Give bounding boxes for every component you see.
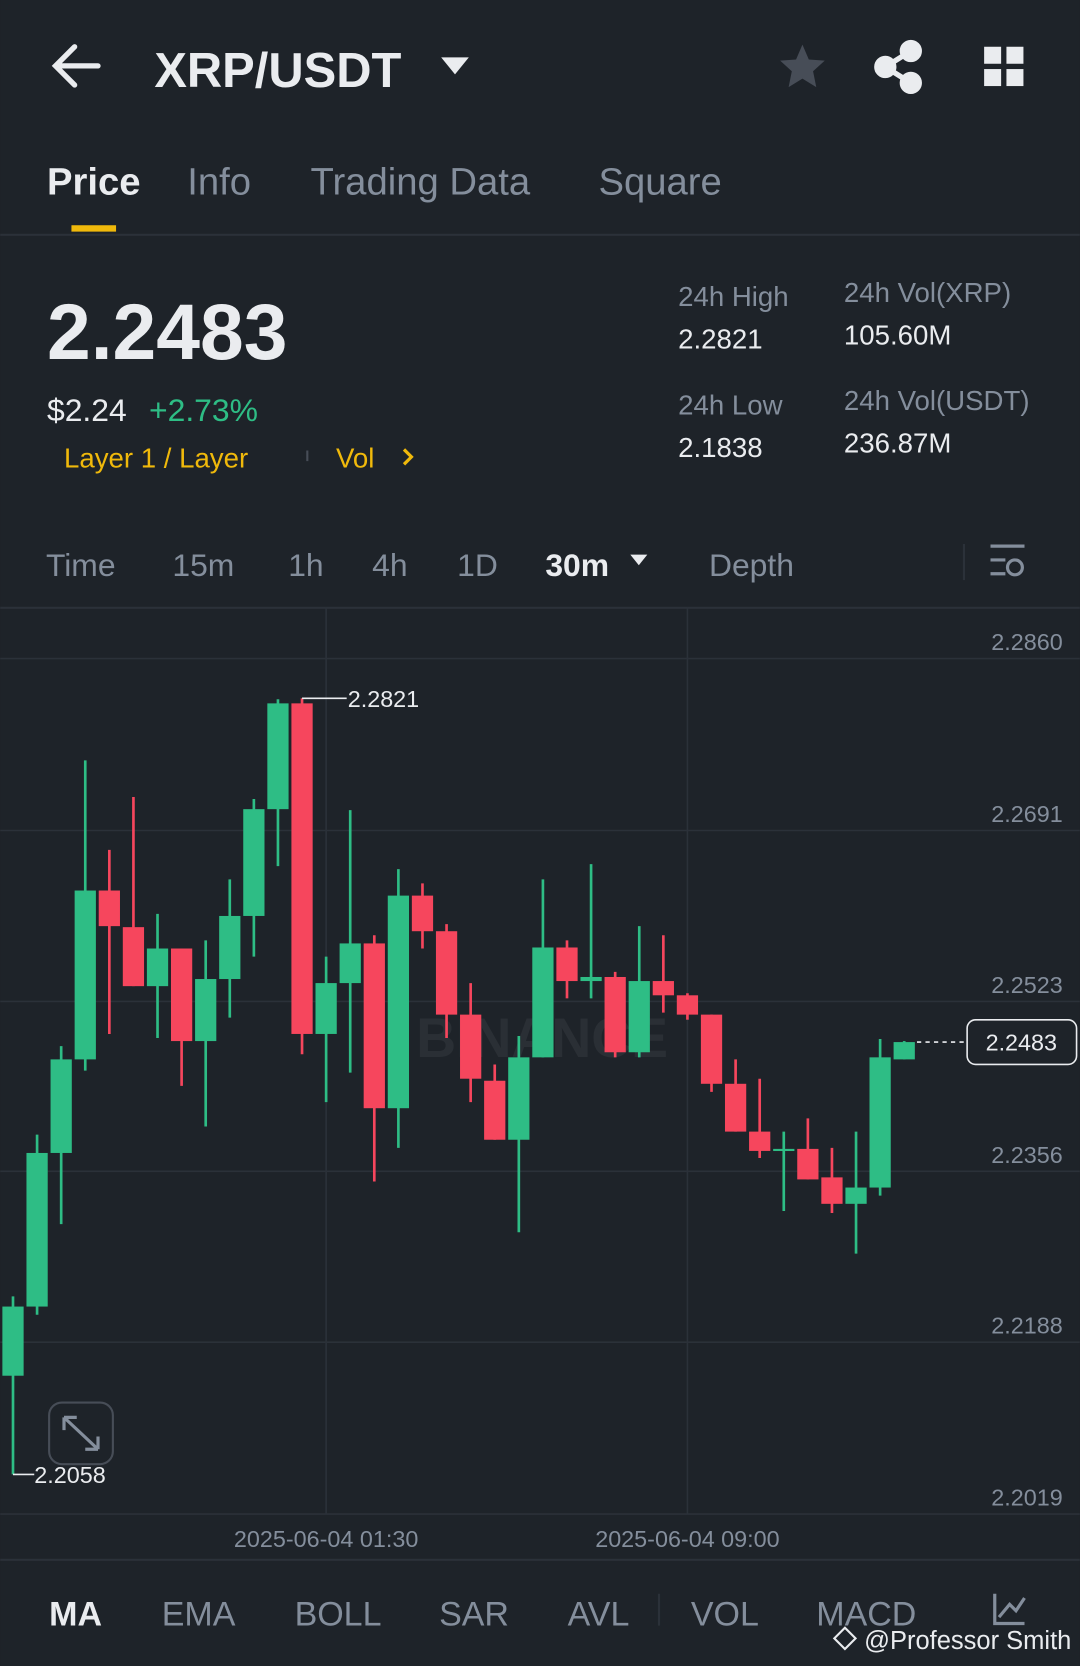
timeframe[interactable]: Time [46,547,116,583]
tab-indicator [71,225,117,232]
x-tick-label: 2025-06-04 01:30 [234,1526,418,1552]
candle-body [700,1014,723,1084]
timeframe[interactable]: 1h [288,547,323,583]
candle-body [821,1177,843,1204]
timeframe[interactable]: Depth [709,547,794,583]
indicator[interactable]: AVL [568,1596,630,1634]
x-tick-label: 2025-06-04 09:00 [595,1526,779,1552]
candle-body [435,931,458,1015]
tab[interactable]: Info [187,160,251,203]
vol-link[interactable]: Vol [336,443,374,474]
candle-body [532,947,554,1058]
candle-body [170,948,193,1042]
category-tag[interactable]: Layer 1 / Layer [64,443,248,474]
candle-body [195,979,217,1042]
candle-body [893,1042,915,1060]
back-arrow[interactable] [51,44,101,88]
tab[interactable]: Square [598,160,721,203]
stat-label: 24h Vol(USDT) [844,385,1030,416]
candle-body [724,1083,747,1132]
stat-value: 2.1838 [678,432,762,463]
candle-body [652,981,674,996]
candle-body [98,890,120,927]
pair-title[interactable]: XRP/USDT [154,44,401,98]
low-label: 2.2058 [34,1462,105,1488]
expand-icon[interactable] [62,1415,100,1451]
price-tag-label: 2.2483 [986,1030,1057,1056]
candle-body [387,895,410,1109]
candle-body [315,983,337,1034]
high-label: 2.2821 [348,686,419,712]
indicator-settings-icon[interactable] [993,1593,1026,1626]
expand-button[interactable] [48,1401,114,1466]
candle-body [50,1059,72,1153]
candle-body [869,1057,891,1188]
candle-body [219,915,241,980]
tab[interactable]: Price [47,160,141,203]
candle-body [122,927,145,987]
credit: @Professor Smith [864,1627,1071,1655]
y-tick-label: 2.2019 [991,1485,1062,1511]
chart-settings-icon[interactable] [990,544,1025,577]
candle-body [267,703,289,810]
y-tick-label: 2.2188 [991,1313,1062,1339]
y-tick-label: 2.2691 [991,801,1062,827]
grid-icon[interactable] [984,46,1024,87]
indicator[interactable]: BOLL [295,1596,382,1634]
candle-body [26,1152,48,1307]
stat-label: 24h Vol(XRP) [844,277,1011,308]
stat-value: 236.87M [844,428,951,459]
candle-body [243,809,265,916]
indicator[interactable]: SAR [439,1596,509,1634]
timeframe[interactable]: 1D [457,547,498,583]
y-tick-label: 2.2860 [991,629,1062,655]
candle-body [773,1148,795,1152]
candle-body [797,1148,819,1180]
usd-price: $2.24 [47,392,127,428]
stat-label: 24h High [678,281,789,312]
stat-value: 2.2821 [678,324,762,355]
price-change: +2.73% [149,392,258,428]
candle-body [484,1080,506,1140]
y-tick-label: 2.2523 [991,972,1062,998]
timeframe-caret[interactable] [630,554,648,566]
indicator[interactable]: VOL [691,1596,759,1634]
candle-body [339,943,361,984]
y-tick-label: 2.2356 [991,1142,1062,1168]
candle-body [628,981,650,1053]
candle-body [363,943,385,1109]
candle-body [460,1014,482,1079]
candle-body [146,948,169,987]
favorite-icon[interactable] [780,44,825,88]
candle-body [580,976,602,982]
tab[interactable]: Trading Data [311,160,531,203]
candle-body [2,1306,24,1376]
stat-value: 105.60M [844,319,951,350]
candle-body [291,703,313,1034]
chevron [402,448,414,466]
indicator[interactable]: MACD [816,1596,916,1634]
share-icon[interactable] [874,39,922,95]
timeframe[interactable]: 4h [372,547,407,583]
indicator[interactable]: MA [49,1596,102,1634]
pair-caret[interactable] [441,57,469,75]
price-tag [966,1018,1078,1066]
candlestick-chart: BINANCE2.28602.26912.25232.23562.21882.2… [0,607,1080,1552]
candle-body [604,976,626,1053]
candle-body [749,1131,771,1151]
timeframe[interactable]: 15m [172,547,234,583]
candle-body [676,995,699,1015]
candle-body [556,947,578,982]
candle-body [508,1057,530,1140]
stat-label: 24h Low [678,389,782,420]
candle-body [845,1187,867,1204]
last-price: 2.2483 [47,288,287,376]
candle-body [411,895,434,932]
timeframe[interactable]: 30m [545,547,609,583]
indicator[interactable]: EMA [162,1596,236,1634]
credit-logo [832,1626,858,1651]
candle-body [74,890,96,1060]
